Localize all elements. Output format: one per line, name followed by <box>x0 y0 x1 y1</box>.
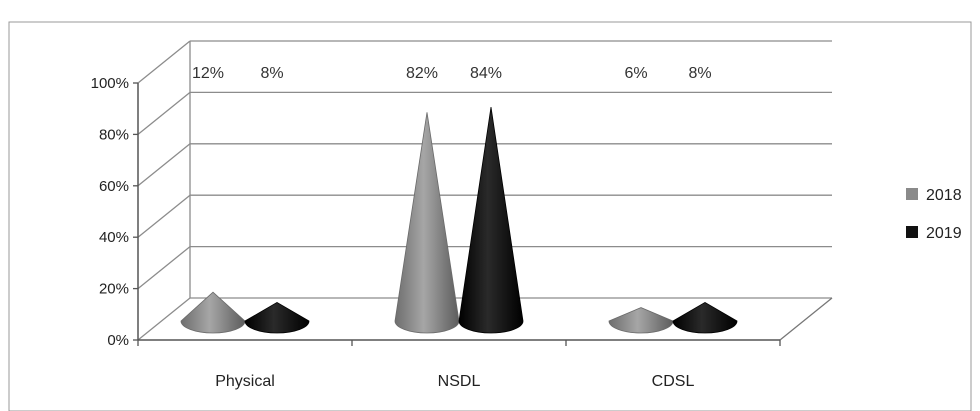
legend: 2018 2019 <box>906 187 962 242</box>
data-label: 84% <box>470 65 502 82</box>
chart-frame <box>8 21 972 411</box>
cone-nsdl-2019 <box>458 107 524 334</box>
y-tick-label: 0% <box>107 332 129 349</box>
legend-label: 2019 <box>926 225 962 242</box>
x-category-label: CDSL <box>652 373 695 390</box>
y-tick-label: 40% <box>99 229 129 246</box>
y-tick-label: 60% <box>99 178 129 195</box>
gridline-diagonal <box>137 297 191 341</box>
legend-swatch-2019 <box>906 226 918 238</box>
data-label: 6% <box>624 65 647 82</box>
x-category-label: Physical <box>215 373 275 390</box>
cone-physical-2019 <box>244 301 310 334</box>
data-label: 8% <box>688 65 711 82</box>
legend-label: 2018 <box>926 187 962 204</box>
y-tick-label: 20% <box>99 281 129 298</box>
gridline-diagonal <box>137 194 191 238</box>
data-marks <box>180 107 738 334</box>
gridline-diagonal <box>137 40 191 84</box>
text-marks: 0% 20% 40% 60% 80% 100% Physical NSDL CDSL 12% 8% 8… <box>91 65 712 390</box>
gridline-diagonal <box>137 246 191 290</box>
data-label: 8% <box>260 65 283 82</box>
legend-swatch-2018 <box>906 188 918 200</box>
axes <box>133 82 833 346</box>
y-tick-label: 100% <box>91 75 129 92</box>
cone-cdsl-2019 <box>672 301 738 334</box>
cone-cdsl-2018 <box>608 307 674 334</box>
y-tick-label: 80% <box>99 126 129 143</box>
cone-physical-2018 <box>180 291 246 334</box>
data-label: 82% <box>406 65 438 82</box>
x-category-label: NSDL <box>438 373 481 390</box>
floor-right-edge <box>779 297 833 341</box>
gridline-diagonal <box>137 143 191 187</box>
gridline-diagonal <box>137 91 191 135</box>
cone-nsdl-2018 <box>394 112 460 334</box>
data-label: 12% <box>192 65 224 82</box>
